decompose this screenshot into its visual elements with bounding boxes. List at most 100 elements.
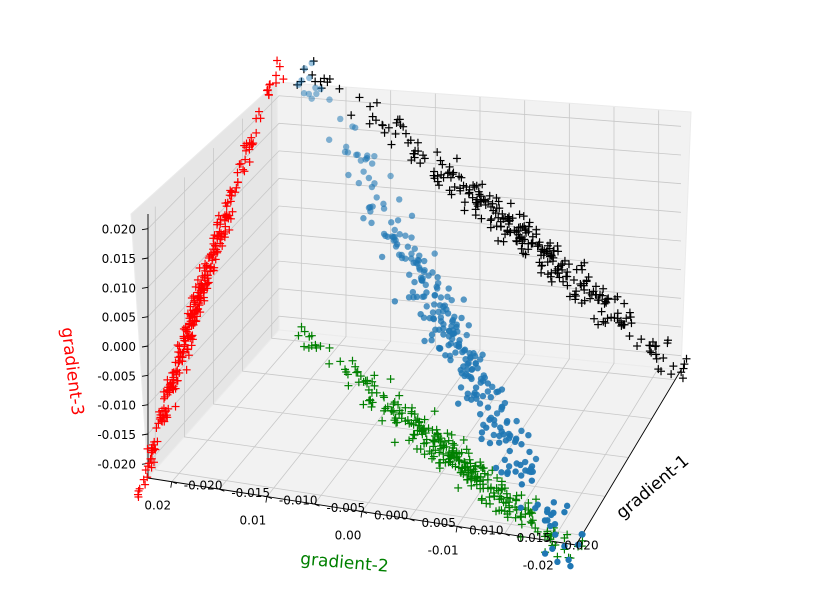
grid-line-y: [213, 148, 629, 458]
data-point-main: [495, 439, 503, 446]
data-point-back: [579, 281, 588, 290]
data-point-left: [272, 71, 281, 80]
data-point-main: [448, 296, 455, 304]
data-point-floor: [363, 376, 372, 385]
data-point-back: [498, 209, 507, 218]
data-point-main: [518, 427, 525, 435]
data-point-left: [162, 387, 171, 396]
data-point-back: [577, 261, 586, 270]
data-point-floor: [462, 462, 471, 471]
grid-line-z: [147, 178, 682, 317]
data-point-left: [200, 271, 209, 280]
data-point-floor: [425, 447, 434, 456]
data-point-floor: [353, 367, 362, 376]
data-point-main: [486, 439, 494, 447]
data-point-back: [436, 156, 445, 165]
data-point-floor: [444, 451, 453, 460]
data-point-main: [561, 543, 568, 550]
data-point-main: [479, 351, 486, 358]
data-point-back: [601, 297, 610, 306]
data-point-main: [563, 502, 571, 510]
data-point-left: [200, 285, 209, 294]
data-point-main: [504, 417, 511, 425]
data-point-left: [141, 480, 150, 489]
data-point-main: [467, 354, 474, 361]
data-point-main: [440, 331, 447, 338]
data-point-left: [231, 188, 240, 197]
data-point-floor: [524, 498, 533, 507]
data-point-back: [528, 238, 537, 247]
data-point-back: [524, 222, 533, 231]
data-point-left: [263, 85, 272, 94]
data-point-back: [546, 272, 555, 281]
data-point-back: [450, 183, 459, 192]
data-point-back: [555, 273, 564, 282]
data-point-floor: [445, 449, 454, 458]
data-point-floor: [471, 461, 480, 470]
data-point-floor: [476, 458, 485, 467]
data-point-main: [517, 461, 524, 469]
data-point-main: [373, 194, 380, 201]
data-point-left: [173, 341, 182, 350]
data-point-back: [406, 136, 415, 145]
grid-line-x: [171, 83, 302, 482]
data-point-floor: [420, 450, 429, 459]
data-point-left: [252, 114, 261, 123]
y-tick-label: -0.02: [523, 558, 554, 572]
data-point-left: [135, 484, 144, 493]
data-point-main: [298, 77, 305, 84]
data-point-back: [669, 362, 678, 371]
grid-line-x: [314, 93, 436, 505]
data-point-floor: [503, 493, 512, 502]
data-point-left: [187, 293, 196, 302]
data-point-floor: [352, 368, 361, 377]
data-point-back: [538, 261, 547, 270]
data-point-left: [186, 302, 195, 311]
data-point-floor: [578, 536, 587, 545]
data-point-main: [388, 219, 395, 226]
z-tick-label: 0.020: [102, 223, 136, 237]
data-point-back: [391, 129, 400, 138]
data-point-main: [419, 277, 426, 284]
data-point-main: [371, 152, 378, 160]
data-point-main: [449, 318, 456, 325]
y-tick: [265, 496, 268, 503]
data-point-floor: [479, 484, 488, 493]
data-point-floor: [379, 391, 388, 400]
data-point-floor: [351, 362, 360, 371]
data-point-left: [195, 299, 204, 308]
data-point-floor: [348, 356, 357, 365]
data-point-floor: [463, 475, 472, 484]
data-point-floor: [467, 481, 476, 490]
back-pane-xz: [276, 81, 692, 371]
data-point-back: [610, 295, 619, 304]
data-point-floor: [356, 372, 365, 381]
data-point-main: [476, 410, 484, 418]
y-tick-label: -0.01: [428, 543, 459, 557]
data-point-main: [445, 285, 452, 292]
data-point-left: [160, 394, 169, 403]
data-point-left: [182, 365, 191, 374]
data-point-left: [189, 320, 198, 329]
data-point-main: [413, 293, 421, 301]
data-point-left: [143, 473, 152, 482]
data-point-left: [279, 75, 288, 84]
x-tick-label: 0.010: [469, 523, 503, 537]
data-point-back: [537, 268, 546, 277]
data-point-main: [463, 366, 471, 373]
data-point-back: [562, 272, 571, 281]
data-point-left: [225, 225, 234, 234]
data-point-floor: [466, 459, 475, 468]
z-tick: [141, 257, 149, 260]
data-point-main: [391, 298, 399, 305]
data-point-back: [547, 277, 556, 286]
data-point-main: [476, 400, 484, 407]
data-point-floor: [499, 498, 508, 507]
data-point-main: [518, 472, 525, 479]
data-point-floor: [435, 448, 444, 457]
data-point-main: [429, 309, 437, 316]
data-point-floor: [390, 438, 399, 447]
data-point-main: [483, 424, 490, 431]
data-point-floor: [412, 444, 421, 453]
data-point-main: [549, 545, 556, 552]
